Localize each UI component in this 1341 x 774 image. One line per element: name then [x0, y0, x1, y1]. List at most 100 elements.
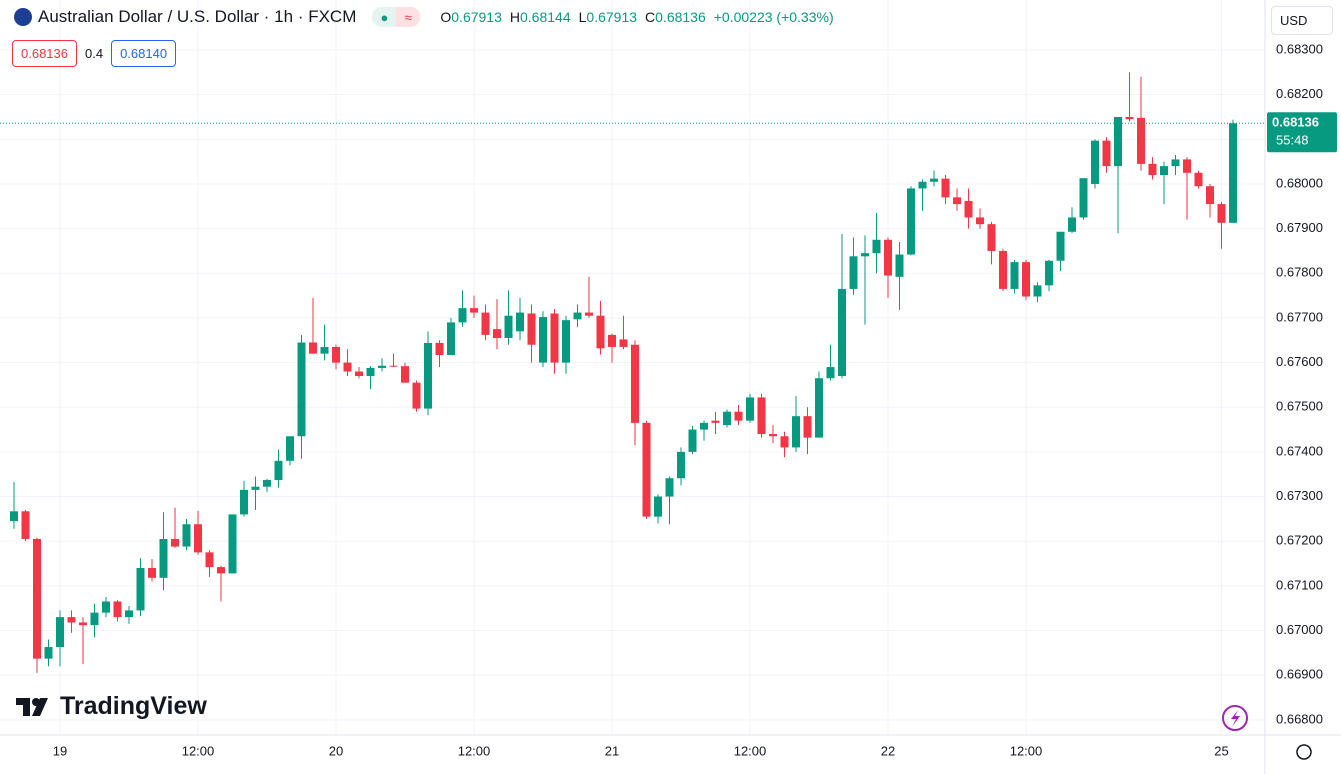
- candle-body: [355, 371, 363, 376]
- last-price-tag: [1267, 112, 1337, 153]
- ohlc-key: L: [578, 9, 587, 25]
- candle-body: [803, 416, 812, 438]
- candle-body: [677, 451, 685, 479]
- candle-body: [1217, 204, 1226, 223]
- candle-body: [447, 322, 455, 355]
- candle-body: [838, 288, 846, 376]
- candle-body: [297, 342, 306, 437]
- x-tick-label: 22: [881, 743, 895, 758]
- candle-body: [619, 339, 628, 347]
- y-tick-label: 0.67600: [1276, 354, 1323, 369]
- candle-body: [182, 524, 191, 547]
- legend: Australian Dollar / U.S. Dollar · 1h · F…: [14, 7, 834, 27]
- candle-body: [654, 496, 662, 517]
- candle-body: [792, 416, 800, 448]
- candle-body: [884, 239, 892, 276]
- candle-body: [1183, 159, 1191, 173]
- candle-body: [769, 434, 777, 437]
- ohlc-item: L0.67913: [579, 9, 637, 25]
- logo[interactable]: TradingView: [16, 692, 207, 721]
- buy-button[interactable]: 0.68140: [111, 40, 177, 67]
- ohlc-key: O: [440, 9, 452, 25]
- candle-body: [1102, 140, 1111, 167]
- ohlc-item: O0.67913: [440, 9, 502, 25]
- ohlc-key: H: [509, 9, 520, 25]
- candle-body: [286, 436, 294, 461]
- candle-body: [79, 622, 87, 626]
- candle-body: [1206, 186, 1214, 205]
- x-tick-label: 12:00: [458, 743, 491, 758]
- candle-body: [918, 181, 927, 189]
- candle-body: [470, 308, 478, 313]
- candle-body: [585, 312, 593, 316]
- candle-body: [780, 436, 789, 448]
- symbol-title[interactable]: Australian Dollar / U.S. Dollar · 1h · F…: [38, 7, 357, 26]
- candle-body: [539, 317, 547, 363]
- candle-body: [332, 346, 340, 363]
- candle-body: [1056, 231, 1065, 261]
- x-tick-label: 20: [329, 743, 343, 758]
- candle-body: [562, 320, 570, 363]
- candle-body: [493, 329, 501, 339]
- candle-body: [849, 256, 858, 289]
- x-tick-label: 12:00: [1010, 743, 1043, 758]
- candle-body: [608, 334, 616, 347]
- sell-button[interactable]: 0.68136: [12, 40, 77, 67]
- currency-select[interactable]: USD: [1271, 6, 1333, 35]
- alert-bolt: [1231, 710, 1240, 727]
- candle-body: [757, 397, 766, 435]
- candle-body: [999, 250, 1007, 289]
- candle-body: [861, 253, 869, 257]
- alert-icon: [1222, 705, 1248, 731]
- last-price-label: 0.68136: [1272, 115, 1319, 130]
- candle-body: [711, 420, 720, 423]
- candle-body: [826, 367, 835, 379]
- candle-body: [1045, 260, 1053, 286]
- ohlc-value: 0.68144: [520, 9, 571, 25]
- candle-body: [33, 538, 41, 659]
- x-tick-label: 12:00: [734, 743, 767, 758]
- candle-body: [136, 567, 145, 611]
- candle-body: [631, 344, 639, 423]
- candle-body: [527, 313, 536, 345]
- y-tick-label: 0.67100: [1276, 577, 1323, 592]
- ohlc-value: 0.68136: [655, 9, 706, 25]
- candle-body: [895, 254, 904, 277]
- candle-body: [435, 342, 444, 355]
- candle-body: [573, 312, 582, 320]
- candle-body: [102, 601, 110, 613]
- candle-body: [723, 411, 731, 426]
- candle-body: [1171, 159, 1180, 167]
- candle-body: [412, 382, 421, 409]
- candle-body: [320, 346, 329, 354]
- candle-body: [309, 342, 317, 354]
- candle-body: [171, 538, 179, 547]
- y-tick-label: 0.68000: [1276, 175, 1323, 190]
- candle-body: [228, 514, 237, 574]
- candle-body: [1010, 262, 1019, 289]
- candle-body: [907, 188, 915, 255]
- y-tick-label: 0.67900: [1276, 220, 1323, 235]
- x-tick-label: 12:00: [182, 743, 215, 758]
- candle-body: [274, 460, 283, 481]
- candle-body: [366, 367, 375, 376]
- ohlc-key: C: [645, 9, 656, 25]
- candle-body: [1022, 262, 1030, 297]
- candle-body: [596, 315, 605, 349]
- candle-body: [240, 489, 248, 515]
- candle-body: [688, 429, 697, 452]
- candle-body: [205, 552, 214, 568]
- candle-body: [1148, 163, 1157, 176]
- candle-body: [1194, 172, 1203, 187]
- trade-panel: 0.68136 0.4 0.68140: [12, 40, 177, 67]
- change: +0.00223 (+0.33%): [713, 9, 834, 25]
- candle-body: [67, 617, 76, 623]
- status-pill[interactable]: ● ≈: [372, 7, 421, 27]
- candle-body: [1091, 140, 1099, 184]
- ohlc-item: H0.68144: [510, 9, 571, 25]
- candle-body: [872, 239, 881, 254]
- y-tick-label: 0.67500: [1276, 399, 1323, 414]
- candle-body: [148, 567, 156, 578]
- y-tick-label: 0.67000: [1276, 622, 1323, 637]
